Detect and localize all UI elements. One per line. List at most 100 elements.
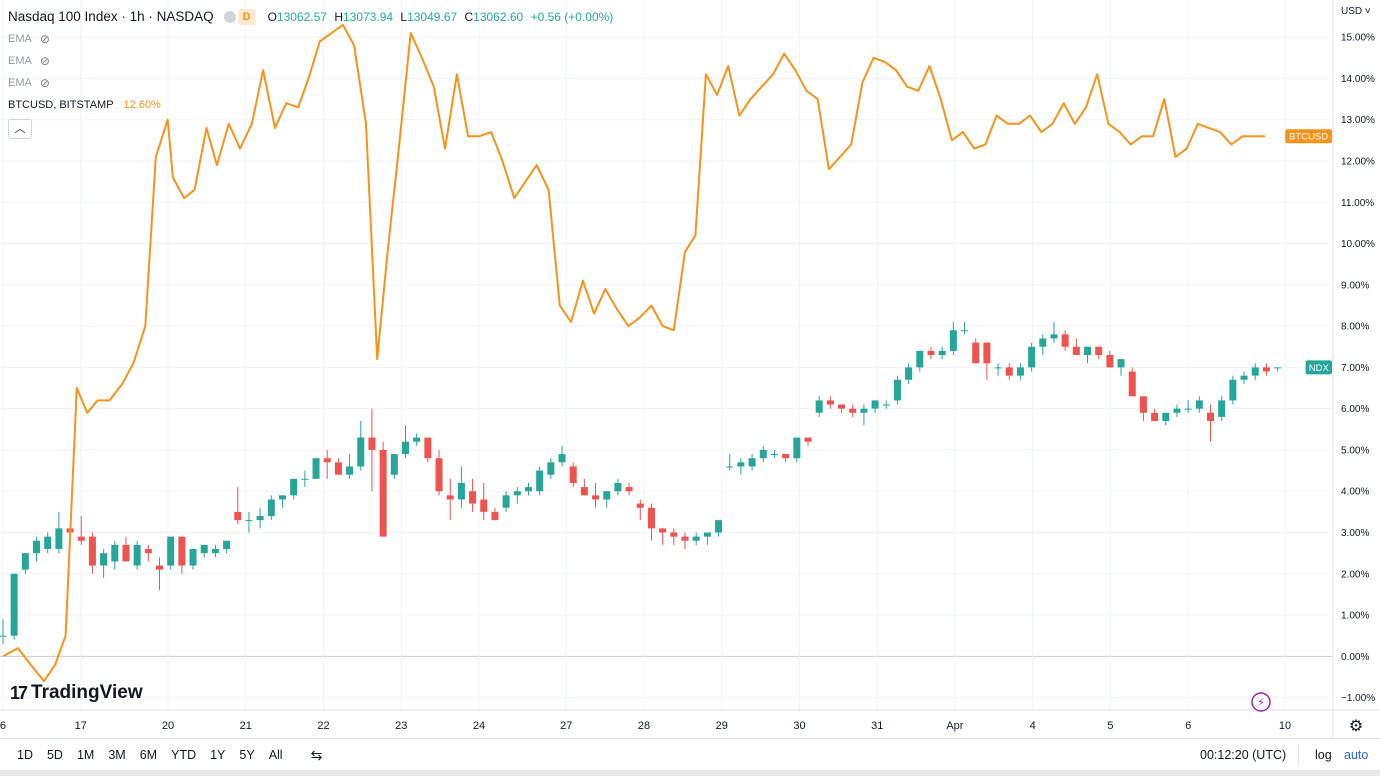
candle-up[interactable]	[502, 495, 510, 508]
tradingview-logo[interactable]: 17 TradingView	[10, 682, 143, 704]
candle-up[interactable]	[1173, 408, 1181, 413]
candle-up[interactable]	[55, 528, 63, 550]
range-6m-button[interactable]: 6M	[139, 748, 158, 762]
candle-down[interactable]	[681, 536, 689, 541]
candle-down[interactable]	[1151, 412, 1159, 422]
eye-hidden-icon[interactable]: ⊘	[39, 32, 50, 46]
candle-down[interactable]	[446, 495, 454, 500]
candle-down[interactable]	[1262, 367, 1270, 372]
eye-hidden-icon[interactable]: ⊘	[39, 54, 50, 68]
candle-up[interactable]	[815, 400, 823, 413]
lightning-icon[interactable]	[1251, 692, 1271, 712]
candle-up[interactable]	[357, 437, 365, 467]
candle-up[interactable]	[961, 330, 969, 332]
candle-down[interactable]	[144, 549, 152, 554]
candle-up[interactable]	[994, 367, 1002, 369]
candle-up[interactable]	[1117, 359, 1125, 368]
btcusd-price-label[interactable]: BTCUSD	[1285, 129, 1332, 144]
candle-up[interactable]	[1251, 367, 1259, 376]
range-1y-button[interactable]: 1Y	[210, 748, 226, 762]
candle-down[interactable]	[983, 342, 991, 364]
candle-up[interactable]	[1218, 400, 1226, 417]
candle-up[interactable]	[100, 553, 108, 566]
candle-up[interactable]	[457, 482, 465, 500]
candle-up[interactable]	[1050, 334, 1058, 339]
chart-area[interactable]: 15.00% 14.00% 13.00% 12.00% 11.00% 10.00% 9.00…	[0, 0, 1380, 738]
candle-down[interactable]	[625, 487, 633, 492]
candle-up[interactable]	[1162, 412, 1170, 422]
candle-up[interactable]	[1184, 408, 1192, 410]
candle-up[interactable]	[290, 478, 298, 496]
candle-down[interactable]	[580, 487, 588, 496]
range-5y-button[interactable]: 5Y	[239, 748, 255, 762]
candle-up[interactable]	[759, 449, 767, 459]
candle-up[interactable]	[10, 573, 18, 636]
indicator-row-3[interactable]: EMA ⊘	[8, 72, 617, 94]
candle-up[interactable]	[256, 515, 264, 521]
indicator-row-2[interactable]: EMA ⊘	[8, 50, 617, 72]
candle-up[interactable]	[223, 540, 231, 550]
candle-up[interactable]	[692, 536, 700, 541]
currency-label[interactable]: USD ˅	[1341, 6, 1371, 17]
candle-up[interactable]	[871, 400, 879, 409]
symbol-title[interactable]: Nasdaq 100 Index · 1h · NASDAQ	[8, 9, 214, 24]
candle-up[interactable]	[916, 350, 924, 368]
ndx-price-label[interactable]: NDX	[1305, 360, 1332, 375]
candle-up[interactable]	[737, 462, 745, 467]
candle-down[interactable]	[1106, 355, 1114, 368]
chart-svg[interactable]: 15.00% 14.00% 13.00% 12.00% 11.00% 10.00% 9.00…	[0, 0, 1380, 738]
log-scale-toggle[interactable]: log	[1315, 748, 1332, 762]
auto-scale-toggle[interactable]: auto	[1344, 748, 1369, 762]
candle-down[interactable]	[1207, 412, 1215, 422]
compare-row[interactable]: BTCUSD, BITSTAMP 12.60%	[8, 94, 617, 116]
candle-down[interactable]	[1072, 346, 1080, 355]
candle-down[interactable]	[838, 404, 846, 409]
candle-up[interactable]	[703, 532, 711, 537]
indicator-row-1[interactable]: EMA ⊘	[8, 28, 617, 50]
candle-up[interactable]	[524, 487, 532, 492]
candle-up[interactable]	[267, 499, 275, 516]
candle-up[interactable]	[413, 437, 421, 442]
candle-up[interactable]	[603, 491, 611, 500]
candle-up[interactable]	[279, 495, 287, 500]
candle-up[interactable]	[905, 367, 913, 380]
candle-down[interactable]	[849, 408, 857, 413]
range-ytd-button[interactable]: YTD	[171, 748, 197, 762]
candle-up[interactable]	[189, 549, 197, 566]
range-1m-button[interactable]: 1M	[76, 748, 95, 762]
candle-up[interactable]	[547, 462, 555, 475]
candle-down[interactable]	[122, 544, 130, 562]
candle-up[interactable]	[793, 437, 801, 459]
candle-down[interactable]	[424, 437, 432, 459]
candle-down[interactable]	[647, 507, 655, 529]
candle-down[interactable]	[1128, 371, 1136, 397]
candle-down[interactable]	[1061, 334, 1069, 347]
candle-up[interactable]	[312, 458, 320, 479]
range-all-button[interactable]: All	[268, 748, 283, 762]
candle-up[interactable]	[882, 404, 890, 406]
delayed-badge[interactable]: D	[237, 9, 256, 25]
candle-up[interactable]	[715, 520, 723, 533]
candle-down[interactable]	[178, 536, 186, 566]
candle-up[interactable]	[1229, 379, 1237, 401]
candle-up[interactable]	[1028, 346, 1036, 368]
btcusd-line[interactable]	[2, 23, 1265, 683]
candle-up[interactable]	[211, 549, 219, 554]
candle-up[interactable]	[301, 478, 309, 480]
candle-down[interactable]	[480, 499, 488, 512]
range-3m-button[interactable]: 3M	[108, 748, 126, 762]
candle-up[interactable]	[938, 350, 946, 355]
candle-up[interactable]	[33, 540, 41, 554]
candle-up[interactable]	[0, 635, 7, 637]
candle-down[interactable]	[77, 536, 85, 541]
candle-down[interactable]	[592, 495, 600, 500]
candle-down[interactable]	[1139, 396, 1147, 413]
candle-down[interactable]	[659, 528, 667, 533]
candle-up[interactable]	[401, 441, 409, 455]
candle-up[interactable]	[167, 536, 175, 566]
candle-up[interactable]	[390, 454, 398, 475]
candle-up[interactable]	[200, 544, 208, 554]
candle-up[interactable]	[558, 454, 566, 463]
candle-down[interactable]	[368, 437, 376, 450]
candle-down[interactable]	[435, 458, 443, 492]
